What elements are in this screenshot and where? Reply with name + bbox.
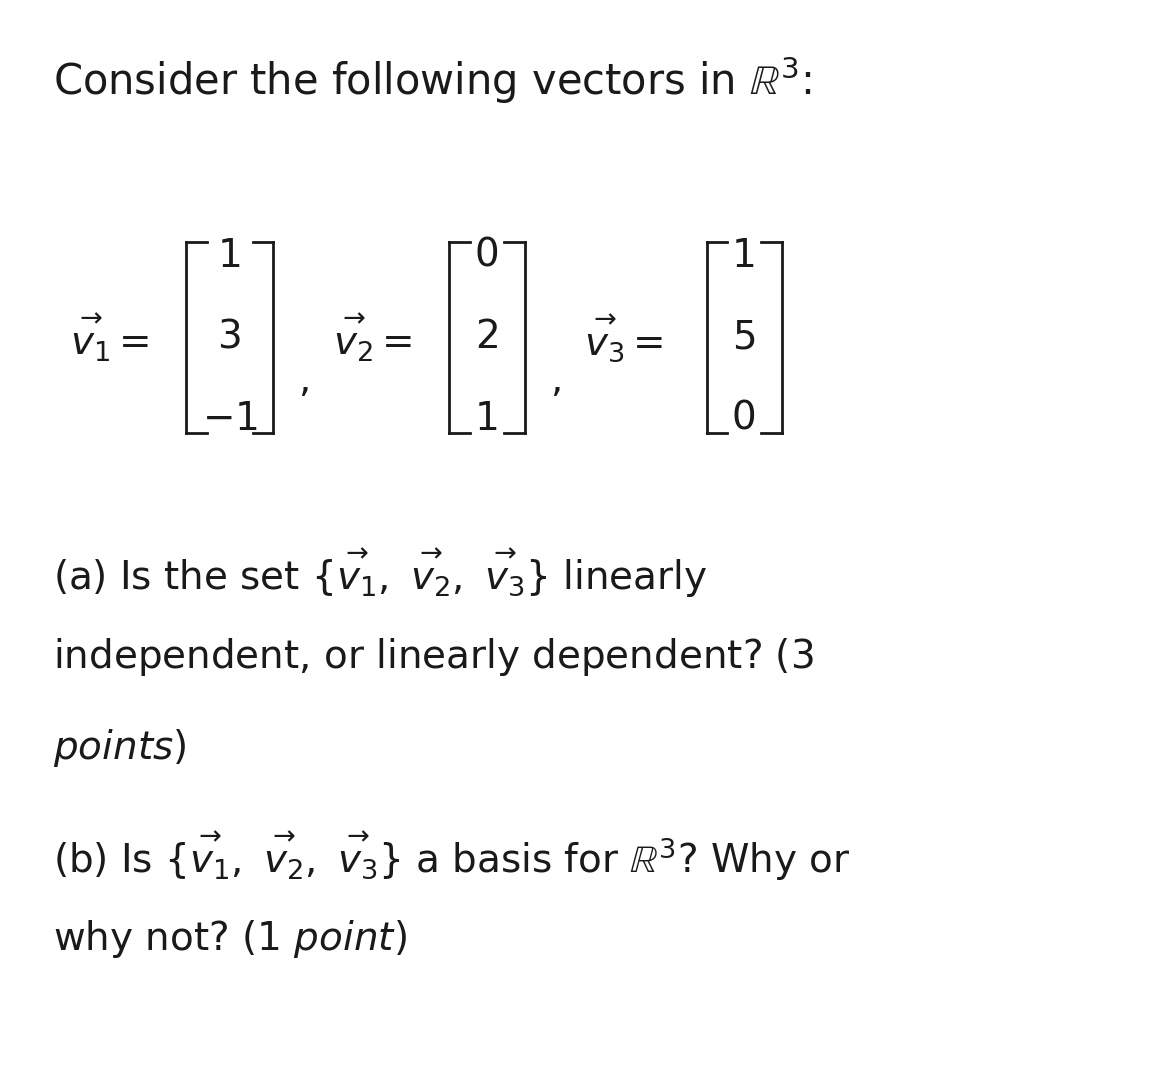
Text: ,: , (299, 361, 311, 400)
Text: $points)$: $points)$ (53, 727, 186, 769)
Text: 3: 3 (218, 319, 242, 356)
Text: 0: 0 (732, 400, 757, 438)
Text: 0: 0 (474, 237, 500, 275)
Text: ,: , (550, 361, 562, 400)
Text: independent, or linearly dependent? $(3$: independent, or linearly dependent? $(3$ (53, 636, 813, 678)
Text: why not? $(1\ point)$: why not? $(1\ point)$ (53, 918, 406, 960)
Text: $-1$: $-1$ (202, 400, 258, 438)
Text: 1: 1 (218, 237, 242, 275)
Text: 2: 2 (474, 319, 500, 356)
Text: (b) Is $\{\overset{\rightarrow}{v_1},\ \overset{\rightarrow}{v_2},\ \overset{\ri: (b) Is $\{\overset{\rightarrow}{v_1},\ \… (53, 828, 850, 882)
Text: (a) Is the set $\{\overset{\rightarrow}{v_1},\ \overset{\rightarrow}{v_2},\ \ove: (a) Is the set $\{\overset{\rightarrow}{… (53, 545, 707, 600)
Text: $\overset{\rightarrow}{v_3} =$: $\overset{\rightarrow}{v_3} =$ (584, 311, 664, 364)
Text: 5: 5 (732, 319, 757, 356)
Text: 1: 1 (732, 237, 757, 275)
Text: $\overset{\rightarrow}{v_1} =$: $\overset{\rightarrow}{v_1} =$ (69, 311, 149, 364)
Text: 1: 1 (474, 400, 500, 438)
Text: Consider the following vectors in $\mathbb{R}^3$:: Consider the following vectors in $\math… (53, 55, 811, 107)
Text: $\overset{\rightarrow}{v_2} =$: $\overset{\rightarrow}{v_2} =$ (333, 311, 412, 364)
